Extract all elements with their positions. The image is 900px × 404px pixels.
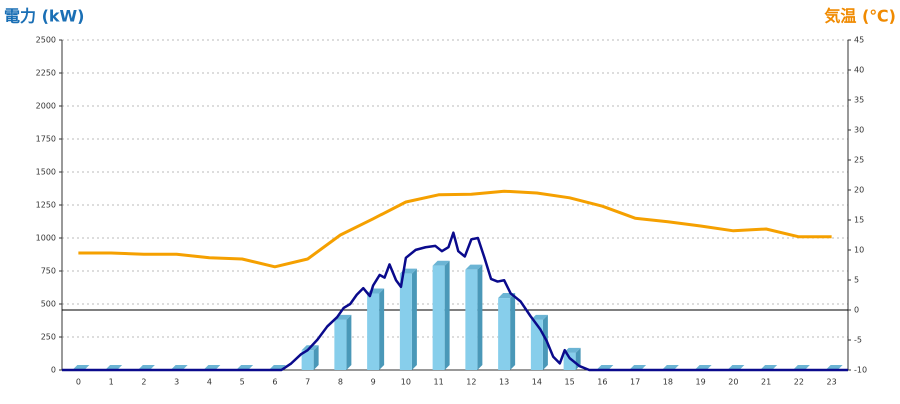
x-tick-label: 22 <box>794 378 804 387</box>
y2-axis-title: 気温 (℃) <box>824 7 896 26</box>
y2-tick-label: 5 <box>854 276 859 285</box>
bar-side <box>379 288 385 370</box>
y-tick-label: 500 <box>41 300 56 309</box>
power-line <box>62 231 848 372</box>
y2-tick-label: 20 <box>854 186 864 195</box>
y-tick-label: 2000 <box>36 102 56 111</box>
x-tick-label: 17 <box>630 378 640 387</box>
y2-tick-label: -10 <box>854 366 867 375</box>
y-axis-title: 電力 (kW) <box>4 7 85 26</box>
bar <box>530 319 543 370</box>
x-tick-label: 13 <box>499 378 509 387</box>
x-tick-label: 4 <box>207 378 212 387</box>
y2-tick-label: -5 <box>854 336 862 345</box>
bar-side <box>346 314 352 370</box>
bar-top <box>530 314 548 320</box>
y2-tick-label: 25 <box>854 156 864 165</box>
y-tick-label: 2500 <box>36 36 56 45</box>
x-tick-label: 1 <box>109 378 114 387</box>
x-tick-label: 0 <box>76 378 81 387</box>
bar <box>367 293 380 370</box>
x-tick-label: 6 <box>272 378 277 387</box>
bar-side <box>411 268 417 370</box>
x-tick-label: 19 <box>696 378 706 387</box>
bar <box>432 265 445 370</box>
bar-side <box>510 293 516 370</box>
bar <box>301 350 314 370</box>
bar-side <box>477 264 483 370</box>
y2-tick-label: 40 <box>854 66 864 75</box>
y-tick-label: 1750 <box>36 135 56 144</box>
y2-tick-label: 15 <box>854 216 864 225</box>
bar-side <box>313 345 319 370</box>
bar-top <box>563 347 581 353</box>
x-tick-label: 16 <box>597 378 607 387</box>
y2-tick-label: 35 <box>854 96 864 105</box>
y2-tick-label: 45 <box>854 36 864 45</box>
x-tick-label: 10 <box>401 378 411 387</box>
bar <box>334 319 347 370</box>
y-tick-label: 1250 <box>36 201 56 210</box>
bar-top <box>432 260 450 266</box>
y2-tick-label: 30 <box>854 126 864 135</box>
bar-side <box>444 260 450 370</box>
x-tick-label: 8 <box>338 378 343 387</box>
x-tick-label: 21 <box>761 378 771 387</box>
bar-top <box>465 264 483 270</box>
bar <box>399 273 412 370</box>
x-tick-label: 12 <box>466 378 476 387</box>
x-tick-label: 23 <box>827 378 837 387</box>
y-tick-label: 0 <box>51 366 56 375</box>
x-tick-label: 5 <box>240 378 245 387</box>
x-tick-label: 3 <box>174 378 179 387</box>
y-tick-label: 2250 <box>36 69 56 78</box>
y2-tick-label: 10 <box>854 246 864 255</box>
y-tick-label: 750 <box>41 267 56 276</box>
bar <box>563 352 576 370</box>
x-tick-label: 18 <box>663 378 673 387</box>
x-tick-label: 9 <box>371 378 376 387</box>
x-tick-label: 2 <box>141 378 146 387</box>
x-tick-label: 15 <box>565 378 575 387</box>
y-tick-label: 1500 <box>36 168 56 177</box>
x-tick-label: 7 <box>305 378 310 387</box>
y-tick-label: 250 <box>41 333 56 342</box>
bar <box>465 269 478 370</box>
bar <box>498 298 511 370</box>
bar-side <box>542 314 548 370</box>
x-tick-label: 14 <box>532 378 542 387</box>
x-tick-label: 20 <box>728 378 738 387</box>
y2-tick-label: 0 <box>854 306 859 315</box>
temperature-line <box>78 189 832 269</box>
y-tick-label: 1000 <box>36 234 56 243</box>
x-tick-label: 11 <box>434 378 444 387</box>
